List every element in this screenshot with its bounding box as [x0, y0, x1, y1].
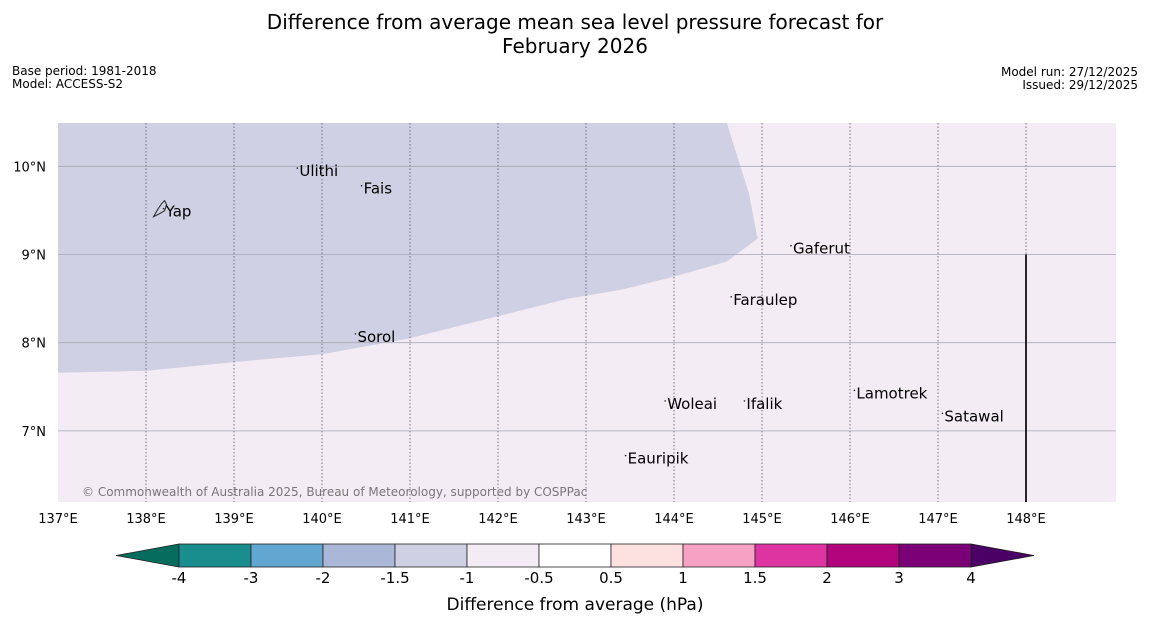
lon-tick-label: 144°E: [654, 512, 694, 527]
place-marker: [743, 400, 746, 402]
colorbar-tick-label: 1.5: [743, 569, 767, 587]
model-name: Model: ACCESS-S2: [12, 77, 124, 91]
colorbar-tick-label: -4: [172, 569, 187, 587]
title-line-2: February 2026: [502, 34, 648, 58]
place-marker: [296, 167, 299, 169]
place-marker: [624, 454, 627, 457]
colorbar-tick-label: -1.5: [380, 569, 409, 587]
issued-date: Issued: 29/12/2025: [1022, 78, 1138, 92]
base-period: Base period: 1981-2018: [12, 64, 157, 78]
colorbar-tick-label: 1: [678, 569, 688, 587]
colorbar-segment: [322, 543, 396, 568]
meta-left: Base period: 1981-2018 Model: ACCESS-S2: [12, 65, 157, 91]
colorbar-tick-label: -2: [316, 569, 331, 587]
colorbar-tick-label: 3: [894, 569, 904, 587]
map-title: Difference from average mean sea level p…: [0, 10, 1150, 58]
place-marker: [354, 333, 357, 335]
meta-right: Model run: 27/12/2025 Issued: 29/12/2025: [1001, 66, 1138, 92]
yap-island-outline: [152, 199, 168, 218]
colorbar-segment: [898, 543, 972, 568]
lat-tick-label: 9°N: [22, 249, 47, 264]
colorbar-tick-label: -1: [460, 569, 475, 587]
colorbar-segment: [538, 543, 612, 568]
lon-tick-label: 142°E: [478, 512, 518, 527]
anomaly-region-neg-1: [58, 123, 758, 373]
colorbar-tick-label: -3: [244, 569, 259, 587]
place-label: Yap: [165, 203, 192, 221]
lon-tick-label: 147°E: [918, 512, 958, 527]
lat-tick-label: 7°N: [22, 425, 47, 440]
lon-tick-label: 141°E: [390, 512, 430, 527]
colorbar-tick-label: 4: [966, 569, 976, 587]
colorbar: -4 -3 -2 -1.5 -1 -0.5 0.5 1 1.5 2 3 4: [115, 543, 1035, 587]
lon-tick-label: 137°E: [38, 512, 78, 527]
place-label: Ulithi: [299, 162, 338, 180]
map-layer: 10°N 9°N 8°N 7°N 137°E 138°E 139°E 140°E 141°E 14…: [13, 123, 1116, 527]
place-marker: [664, 400, 666, 402]
place-label: Fais: [364, 180, 393, 198]
place-marker: [790, 244, 792, 247]
place-label: Sorol: [357, 328, 395, 346]
colorbar-segment: [826, 543, 900, 568]
colorbar-label: Difference from average (hPa): [446, 595, 704, 615]
place-marker: [730, 296, 732, 298]
place-label: Ifalik: [746, 395, 782, 413]
colorbar-segment: [610, 543, 684, 568]
title-line-1: Difference from average mean sea level p…: [266, 10, 884, 34]
lon-tick-label: 146°E: [830, 512, 870, 527]
place-label: Faraulep: [733, 291, 797, 309]
place-marker: [941, 412, 944, 415]
colorbar-segment: [754, 543, 828, 568]
colorbar-segment: [682, 543, 756, 568]
lon-tick-label: 140°E: [302, 512, 342, 527]
place-label: Satawal: [944, 407, 1003, 425]
colorbar-segment: [466, 543, 540, 568]
lon-tick-label: 143°E: [566, 512, 606, 527]
colorbar-tick-label: 0.5: [599, 569, 623, 587]
place-label: Gaferut: [793, 240, 850, 258]
colorbar-segment: [394, 543, 468, 568]
colorbar-tick-label: -0.5: [524, 569, 553, 587]
place-marker: [162, 207, 165, 210]
lon-tick-label: 148°E: [1006, 512, 1046, 527]
lon-tick-label: 145°E: [742, 512, 782, 527]
colorbar-segment: [250, 543, 324, 568]
place-marker: [360, 184, 363, 187]
place-label: Eauripik: [628, 450, 689, 468]
colorbar-segment: [178, 543, 252, 568]
place-marker: [853, 389, 856, 392]
colorbar-under-arrow: [115, 543, 180, 568]
lon-tick-label: 139°E: [214, 512, 254, 527]
lat-tick-label: 10°N: [13, 160, 46, 175]
colorbar-tick-label: 2: [822, 569, 832, 587]
place-label: Lamotrek: [856, 384, 927, 402]
place-label: Woleai: [667, 395, 717, 413]
colorbar-over-arrow: [970, 543, 1035, 568]
lat-tick-label: 8°N: [22, 337, 47, 352]
copyright-notice: © Commonwealth of Australia 2025, Bureau…: [82, 485, 587, 499]
model-run: Model run: 27/12/2025: [1000, 65, 1138, 79]
lon-tick-label: 138°E: [126, 512, 166, 527]
